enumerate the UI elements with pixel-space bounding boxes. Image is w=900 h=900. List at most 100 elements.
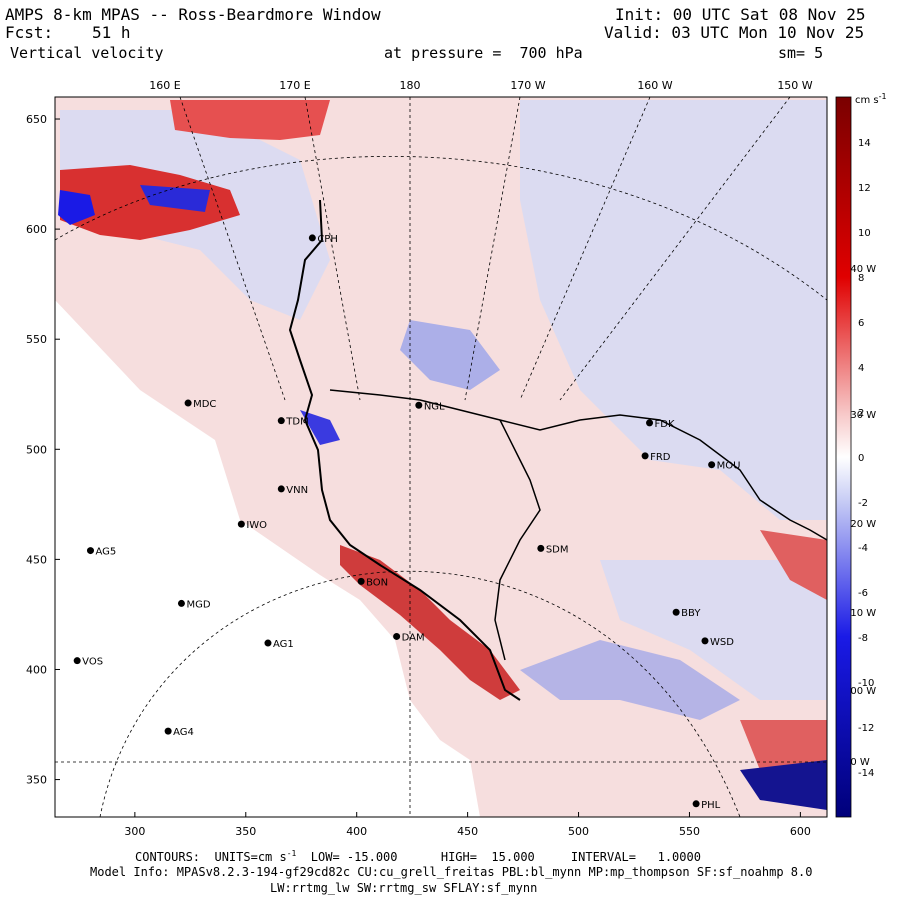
lon-label-170w: 170 W: [510, 79, 545, 92]
station-vos: VOS: [73, 657, 103, 668]
station-vnn: VNN: [277, 485, 308, 496]
station-marker: [237, 520, 245, 528]
y-tick-label: 350: [26, 774, 47, 787]
lon-label-160w: 160 W: [637, 79, 672, 92]
station-marker: [672, 608, 680, 616]
variable-name: Vertical velocity: [10, 44, 164, 62]
station-ag1: AG1: [264, 639, 294, 650]
station-mou: MOU: [708, 461, 740, 472]
ice-shelf-edge: [329, 389, 827, 541]
station-label: FRD: [650, 452, 671, 463]
station-label: DAM: [402, 632, 425, 643]
station-marker: [708, 461, 716, 469]
colorbar-tick-label: 8: [858, 273, 864, 284]
forecast-label: Fcst:: [5, 23, 54, 42]
x-tick-label: 500: [568, 825, 589, 838]
station-label: BBY: [681, 608, 701, 619]
colorbar-tick-label: 6: [858, 318, 864, 329]
velocity-field: [55, 97, 827, 817]
station-label: CPH: [317, 234, 338, 245]
station-marker: [415, 401, 423, 409]
ice-shelf-grounding: [494, 419, 541, 661]
lon-label-120w: 120 W: [844, 519, 876, 530]
colorbar-tick-label: 0: [858, 453, 864, 464]
field-blue-upper-right: [520, 100, 827, 520]
station-marker: [393, 632, 401, 640]
station-label: IWO: [246, 520, 267, 531]
y-axis-labels: 650 600 550 500 450 400 350: [26, 113, 60, 787]
top-lon-labels: 160 E 170 E 180 170 W 160 W 150 W: [149, 79, 813, 92]
station-mgd: MGD: [177, 599, 211, 610]
lon-label-170e: 170 E: [279, 79, 310, 92]
colorbar-tick-label: -4: [858, 543, 868, 554]
station-phl: PHL: [692, 800, 721, 811]
station-label: VOS: [82, 657, 103, 668]
station-iwo: IWO: [237, 520, 267, 531]
lon-label-180: 180: [400, 79, 421, 92]
colorbar: [835, 96, 852, 818]
right-lon-labels: 140 W 130 W 120 W 110 W 100 W 90 W: [844, 264, 876, 768]
field-blue-strong-4: [300, 410, 340, 445]
station-bon: BON: [357, 577, 388, 588]
station-marker: [86, 547, 94, 555]
station-mdc: MDC: [184, 399, 216, 410]
field-blue-central: [400, 320, 500, 390]
no-data-region: [55, 300, 480, 817]
colorbar-tick-label: -10: [858, 678, 874, 689]
lon-label-130w: 130 W: [844, 410, 876, 421]
station-marker: [308, 234, 316, 242]
colorbar-units: cm s-1: [855, 92, 887, 106]
lon-label-100w: 100 W: [844, 686, 876, 697]
lon-label-90w: 90 W: [844, 757, 870, 768]
smoothing-value: sm= 5: [778, 44, 824, 62]
colorbar-tick-label: -2: [858, 498, 868, 509]
field-blue-strong-5: [520, 640, 740, 720]
station-sdm: SDM: [537, 544, 569, 555]
y-tick-label: 650: [26, 113, 47, 126]
station-marker: [164, 727, 172, 735]
field-red-coast: [340, 545, 520, 700]
graticule: [55, 97, 827, 817]
station-tdm: TDM: [277, 417, 309, 428]
station-marker: [692, 800, 700, 808]
station-marker: [701, 637, 709, 645]
x-tick-label: 600: [790, 825, 811, 838]
colorbar-tick-label: -6: [858, 588, 868, 599]
station-fdk: FDK: [646, 419, 675, 430]
y-tick-label: 400: [26, 663, 47, 676]
colorbar-tick-label: 2: [858, 408, 864, 419]
station-label: AG4: [173, 727, 194, 738]
model-info-physics: LW:rrtmg_lw SW:rrtmg_sw SFLAY:sf_mynn: [270, 881, 538, 895]
station-frd: FRD: [641, 452, 671, 463]
field-blue-strong-2: [140, 185, 210, 212]
station-ag4: AG4: [164, 727, 194, 738]
station-label: MGD: [186, 599, 210, 610]
station-marker: [537, 544, 545, 552]
station-marker: [264, 639, 272, 647]
y-tick-label: 500: [26, 443, 47, 456]
colorbar-tick-label: 12: [858, 183, 871, 194]
y-tick-label: 550: [26, 333, 47, 346]
station-marker: [641, 452, 649, 460]
valid-time: Valid: 03 UTC Mon 10 Nov 25: [604, 23, 865, 42]
lon-label-150w: 150 W: [777, 79, 812, 92]
station-label: BON: [366, 577, 388, 588]
colorbar-tick-label: -8: [858, 633, 868, 644]
map-title: AMPS 8-km MPAS -- Ross-Beardmore Window: [5, 5, 381, 24]
colorbar-tick-label: 4: [858, 363, 864, 374]
station-wsd: WSD: [701, 637, 734, 648]
station-label: SDM: [546, 544, 569, 555]
station-label: AG5: [95, 547, 116, 558]
station-marker: [73, 657, 81, 665]
field-blue-strong-3: [740, 760, 827, 810]
colorbar-tick-label: 14: [858, 138, 871, 149]
lon-label-110w: 110 W: [844, 608, 876, 619]
parallel-circle-1: [99, 570, 741, 817]
colorbar-tick-label: -14: [858, 768, 874, 779]
lon-label-140w: 140 W: [844, 264, 876, 275]
field-red-right: [760, 530, 827, 600]
stations-layer: CPH MDC TDM NGL FDK FRD MOU VNN IWO AG5 SDM BON MGD B…: [73, 234, 740, 811]
station-label: VNN: [286, 485, 308, 496]
station-label: AG1: [273, 639, 294, 650]
